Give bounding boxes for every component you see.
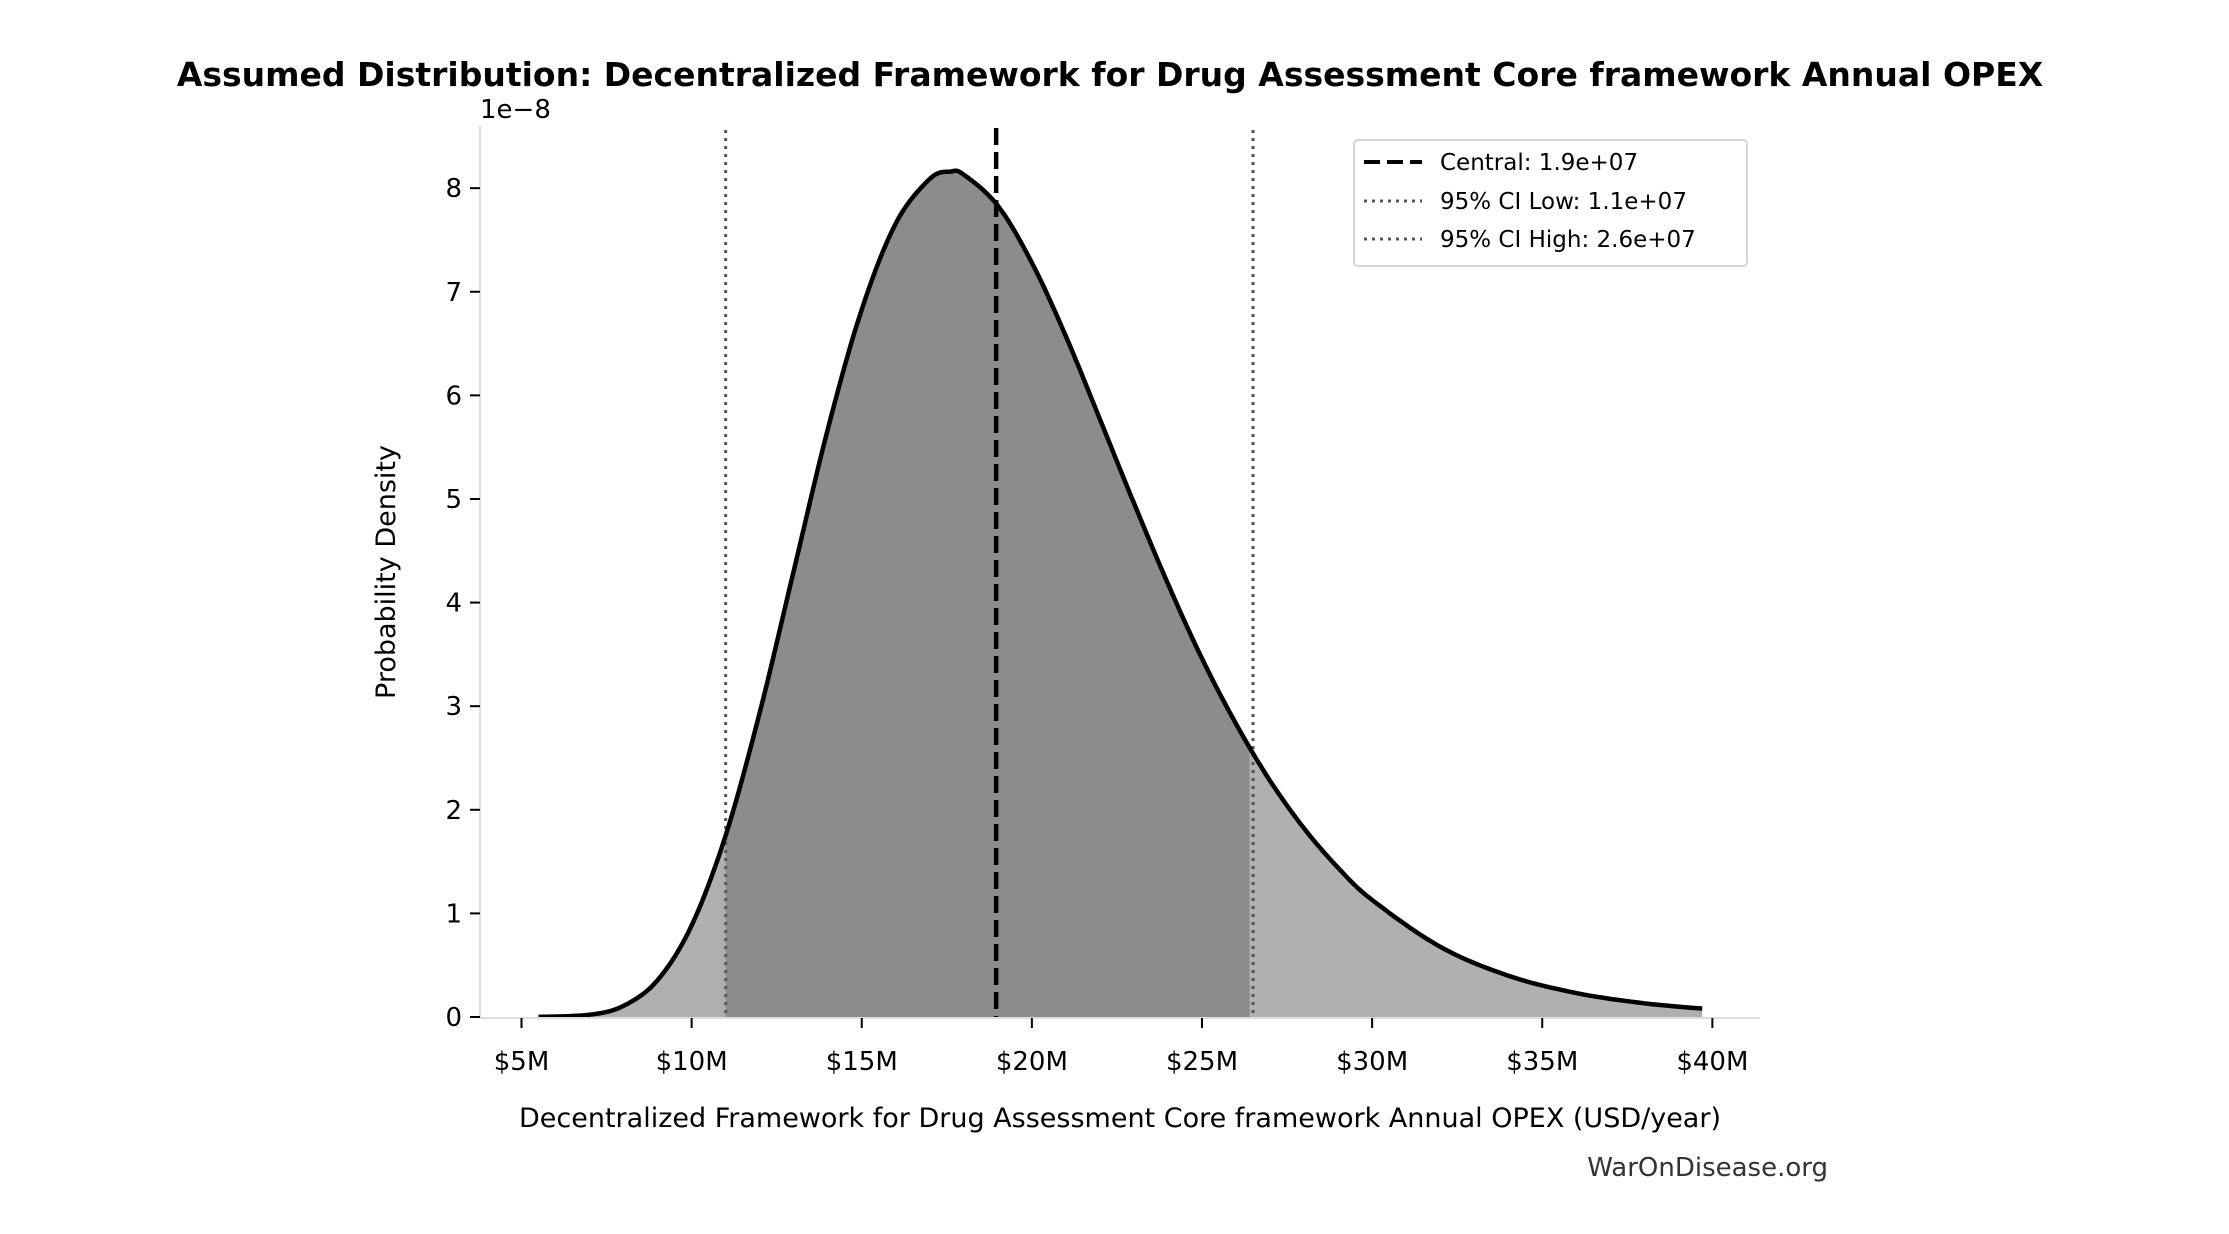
x-tick-label: $15M [826, 1047, 898, 1077]
y-offset-label: 1e−8 [480, 95, 551, 125]
legend-box [1353, 139, 1748, 267]
x-tick-label: $30M [1336, 1047, 1408, 1077]
legend-ci-high-label: 95% CI High: 2.6e+07 [1440, 227, 1696, 253]
x-tick-label: $5M [494, 1047, 550, 1077]
y-tick-label: 3 [445, 692, 462, 722]
y-ticks: 0 1 2 3 4 5 6 7 8 [445, 174, 480, 1033]
density-curve [538, 168, 1703, 1020]
y-tick-label: 0 [445, 1003, 462, 1033]
x-axis-label: Decentralized Framework for Drug Assessm… [519, 1103, 1721, 1134]
x-tick-label: $25M [1166, 1047, 1238, 1077]
watermark: WarOnDisease.org [1587, 1153, 1828, 1183]
y-tick-label: 6 [445, 381, 462, 411]
x-tick-label: $35M [1506, 1047, 1578, 1077]
x-tick-label: $40M [1676, 1047, 1748, 1077]
chart-title: Assumed Distribution: Decentralized Fram… [177, 55, 2043, 94]
y-tick-label: 8 [445, 174, 462, 204]
y-tick-label: 5 [445, 485, 462, 515]
x-tick-label: $10M [656, 1047, 728, 1077]
ci-fill [725, 170, 1250, 1017]
y-tick-label: 4 [445, 589, 462, 619]
legend: Central: 1.9e+07 95% CI Low: 1.1e+07 95%… [1353, 139, 1748, 267]
x-ticks: $5M $10M $15M $20M $25M $30M $35M $40M [494, 1018, 1748, 1077]
y-tick-label: 7 [445, 278, 462, 308]
y-tick-label: 2 [445, 796, 462, 826]
x-tick-label: $20M [996, 1047, 1068, 1077]
legend-central-label: Central: 1.9e+07 [1440, 150, 1638, 176]
y-tick-label: 1 [445, 899, 462, 929]
legend-ci-low-label: 95% CI Low: 1.1e+07 [1440, 189, 1687, 215]
y-axis-label: Probability Density [371, 445, 402, 699]
density-fills [538, 170, 1703, 1017]
reference-lines [724, 128, 1255, 1017]
